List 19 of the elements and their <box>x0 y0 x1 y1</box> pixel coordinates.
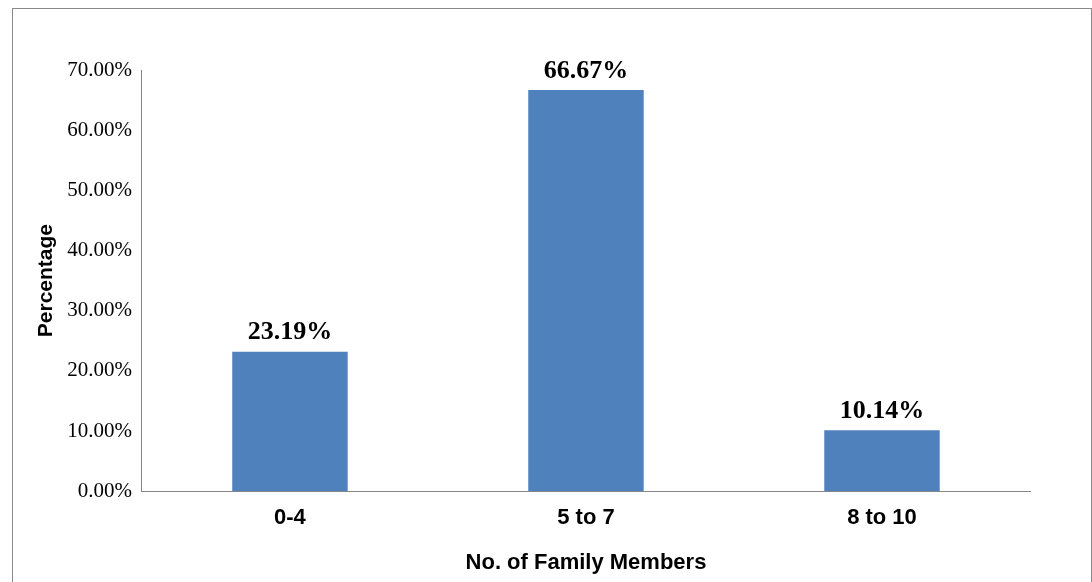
bar <box>528 90 644 492</box>
y-tick-label: 0.00% <box>77 477 132 502</box>
y-tick-label: 30.00% <box>67 297 132 322</box>
data-label: 10.14% <box>839 394 925 424</box>
y-tick-label: 20.00% <box>67 357 132 382</box>
y-tick-label: 50.00% <box>67 176 132 201</box>
y-tick-label: 40.00% <box>67 237 132 262</box>
y-tick-label: 70.00% <box>67 56 132 81</box>
x-tick-label: 0-4 <box>274 504 307 530</box>
bar <box>232 351 348 492</box>
x-tick-label: 8 to 10 <box>847 504 917 530</box>
data-label: 23.19% <box>247 316 333 346</box>
x-axis-title: No. of Family Members <box>465 548 707 574</box>
y-tick-label: 10.00% <box>67 417 132 442</box>
y-axis-title: Percentage <box>33 223 57 338</box>
bar <box>824 430 940 492</box>
data-label: 66.67% <box>543 54 629 84</box>
x-tick-label: 5 to 7 <box>557 504 615 530</box>
y-tick-label: 60.00% <box>67 116 132 141</box>
